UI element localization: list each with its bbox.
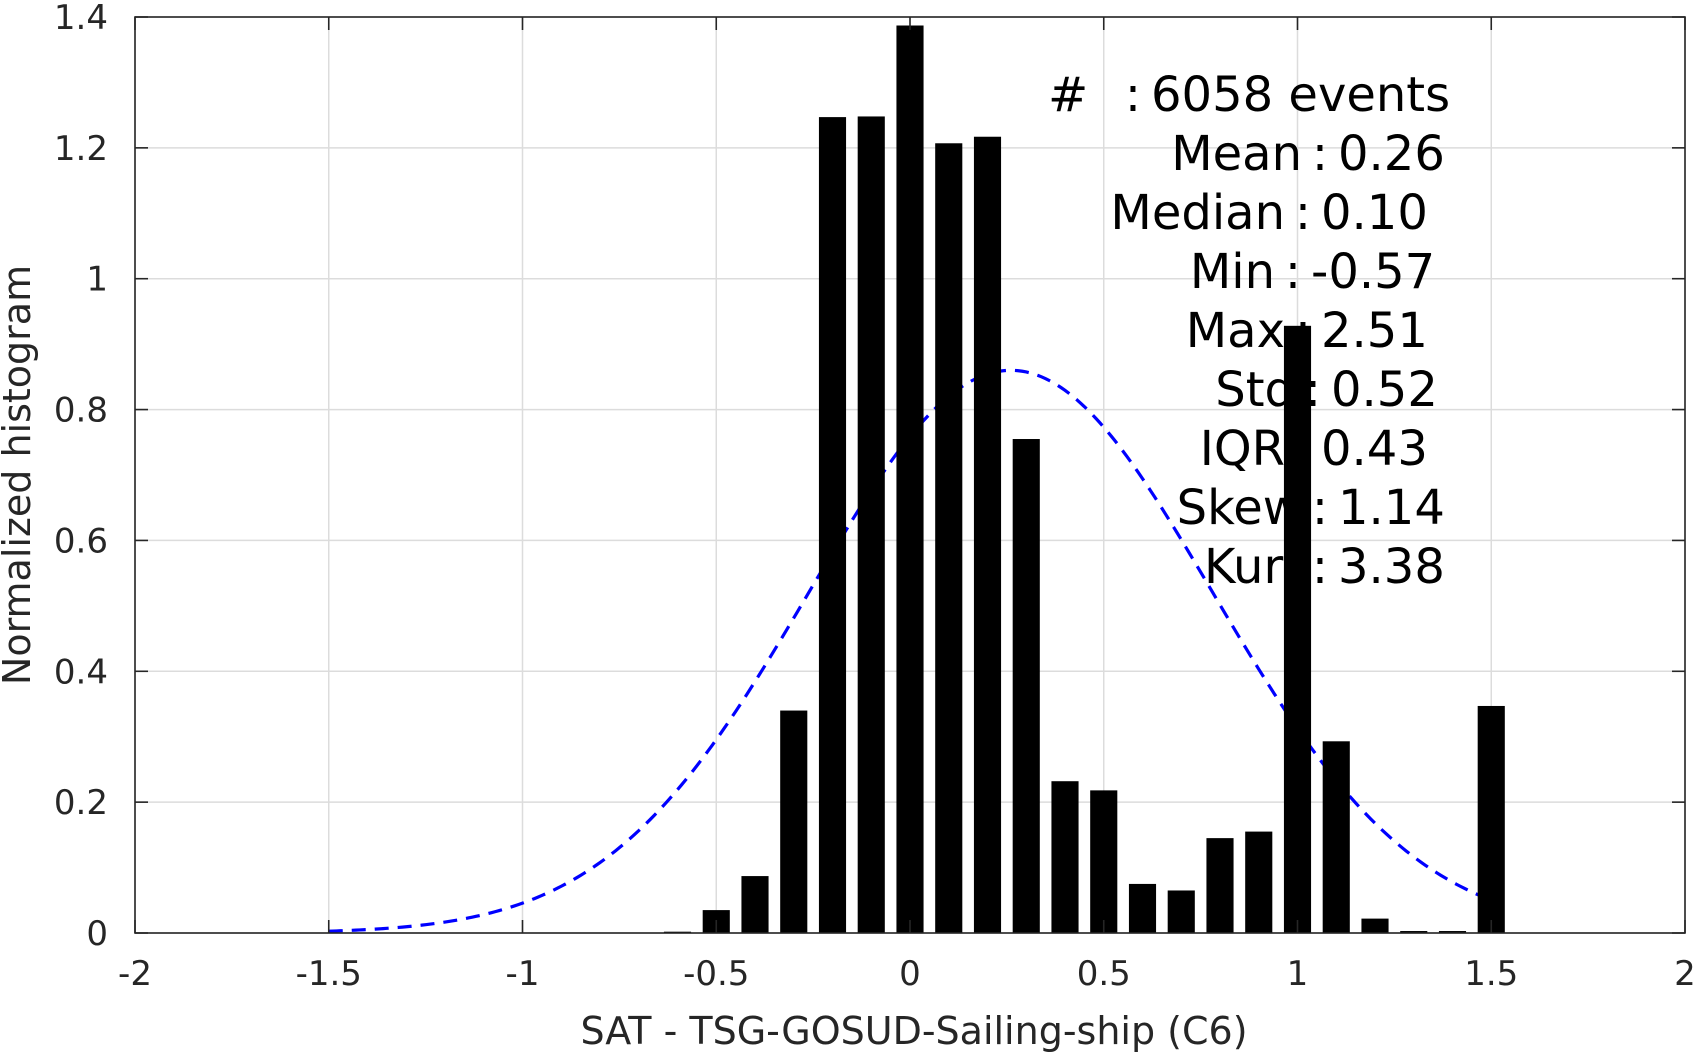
- x-tick-label: 0.5: [1077, 954, 1131, 994]
- stat-key: Min: [1190, 244, 1275, 300]
- y-tick-label: 1.4: [54, 0, 108, 38]
- stat-line: #:6058 events: [1048, 67, 1450, 123]
- x-tick-label: -2: [118, 954, 152, 994]
- histogram-bar: [1012, 439, 1040, 933]
- y-tick-label: 0.4: [54, 652, 108, 692]
- stat-key: Skew: [1177, 480, 1302, 536]
- y-tick-label: 0.6: [54, 521, 108, 561]
- stat-line: Min: -0.57: [1190, 244, 1435, 300]
- histogram-bar: [1245, 831, 1273, 933]
- stat-separator: :: [1312, 126, 1328, 182]
- histogram-bar: [1438, 931, 1467, 933]
- axes: [134, 16, 1686, 934]
- stat-value: 0.43: [1321, 421, 1428, 477]
- stat-value: 1.14: [1338, 480, 1445, 536]
- x-tick-label: 1: [1287, 954, 1309, 994]
- stat-separator: :: [1295, 185, 1311, 241]
- histogram-bar: [741, 876, 769, 933]
- stat-key: Std: [1215, 362, 1295, 418]
- x-axis-label: SAT - TSG-GOSUD-Sailing-ship (C6): [580, 1009, 1247, 1053]
- y-tick-label: 0: [86, 914, 108, 954]
- stat-line: Max:2.51: [1186, 303, 1428, 359]
- histogram-bar: [780, 710, 808, 933]
- x-tick-label: 0: [899, 954, 921, 994]
- stat-separator: :: [1312, 539, 1328, 595]
- stat-separator: :: [1295, 421, 1311, 477]
- histogram-bar: [1361, 918, 1389, 933]
- stat-value: 0.10: [1321, 185, 1428, 241]
- x-tick-label: 1.5: [1464, 954, 1518, 994]
- histogram-bar: [1051, 781, 1079, 933]
- stat-value: 0.26: [1338, 126, 1445, 182]
- histogram-bar: [973, 136, 1002, 934]
- stat-separator: :: [1285, 244, 1301, 300]
- histogram-bar: [1477, 705, 1505, 933]
- histogram-bar: [818, 117, 847, 933]
- stat-value: -0.57: [1311, 244, 1435, 300]
- histogram-bar: [1167, 890, 1195, 933]
- histogram-bar: [935, 143, 963, 933]
- x-tick-label: -0.5: [683, 954, 749, 994]
- stat-separator: :: [1295, 303, 1311, 359]
- stat-value: 0.52: [1331, 362, 1438, 418]
- y-tick-label: 1.2: [54, 129, 108, 169]
- stat-line: Kurt:3.38: [1204, 539, 1445, 595]
- y-tick-label: 1: [86, 260, 108, 300]
- stat-line: Std:0.52: [1215, 362, 1438, 418]
- x-tick-labels: -2 -1.5 -1 -0.5 0 0.5 1 1.5 2: [118, 954, 1696, 994]
- stat-separator: :: [1312, 480, 1328, 536]
- histogram-bar: [1128, 883, 1157, 933]
- stat-key: Kurt: [1204, 539, 1302, 595]
- x-tick-label: -1.5: [296, 954, 362, 994]
- histogram-bar: [896, 25, 924, 933]
- y-axis-label: Normalized histogram: [0, 265, 39, 685]
- stat-line: Skew:1.14: [1177, 480, 1445, 536]
- x-tick-label: 2: [1674, 954, 1696, 994]
- stat-key: Max: [1186, 303, 1285, 359]
- histogram-bar: [1090, 790, 1118, 933]
- stat-separator: :: [1125, 67, 1141, 123]
- y-tick-label: 0.8: [54, 391, 108, 431]
- histogram-bar: [1206, 838, 1234, 933]
- stat-line: Mean:0.26: [1171, 126, 1445, 182]
- y-tick-labels: 0 0.2 0.4 0.6 0.8 1 1.2 1.4: [54, 0, 108, 954]
- bars: [663, 25, 1505, 934]
- stat-line: Median:0.10: [1110, 185, 1427, 241]
- histogram-bar: [1322, 741, 1350, 933]
- histogram-bar: [857, 116, 885, 934]
- stat-key: Mean: [1171, 126, 1302, 182]
- stat-separator: :: [1305, 362, 1321, 418]
- y-tick-label: 0.2: [54, 783, 108, 823]
- histogram-bar: [1283, 325, 1312, 933]
- stat-value: 3.38: [1338, 539, 1445, 595]
- stat-key: IQR: [1200, 421, 1285, 477]
- stat-key: Median: [1110, 185, 1285, 241]
- stat-line: IQR:0.43: [1200, 421, 1428, 477]
- stat-value: 2.51: [1321, 303, 1428, 359]
- x-tick-label: -1: [506, 954, 540, 994]
- histogram-bar: [1400, 931, 1428, 933]
- stat-value: 6058 events: [1151, 67, 1450, 123]
- stat-key: #: [1048, 67, 1088, 123]
